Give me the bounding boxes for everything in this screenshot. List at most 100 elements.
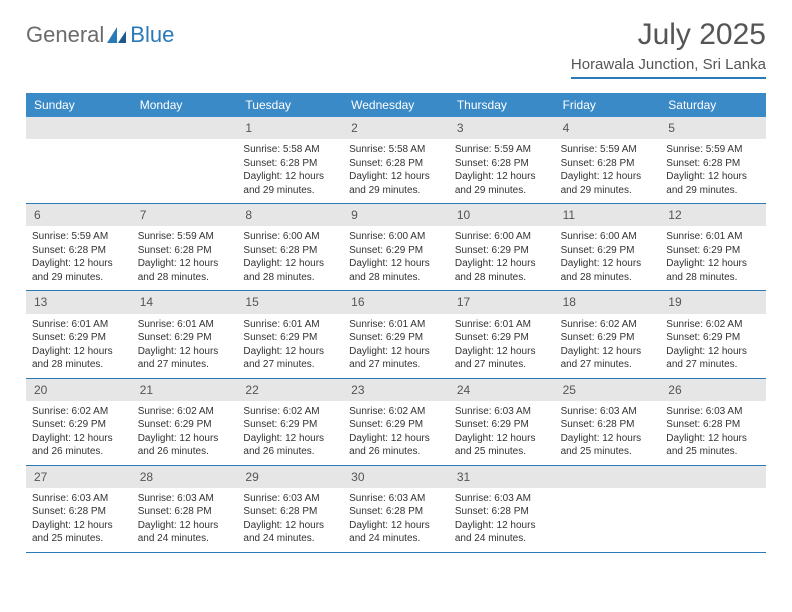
sunrise-line: Sunrise: 6:00 AM bbox=[561, 230, 655, 244]
sunrise-line: Sunrise: 5:59 AM bbox=[138, 230, 232, 244]
sunrise-line: Sunrise: 6:03 AM bbox=[349, 492, 443, 506]
calendar-header-row: SundayMondayTuesdayWednesdayThursdayFrid… bbox=[26, 93, 766, 117]
weekday-header: Wednesday bbox=[343, 93, 449, 117]
calendar-day-cell: 25Sunrise: 6:03 AMSunset: 6:28 PMDayligh… bbox=[555, 379, 661, 466]
sunset-line: Sunset: 6:29 PM bbox=[349, 244, 443, 258]
sunset-line: Sunset: 6:28 PM bbox=[32, 505, 126, 519]
calendar-day-cell: 6Sunrise: 5:59 AMSunset: 6:28 PMDaylight… bbox=[26, 204, 132, 291]
calendar-day-cell: 28Sunrise: 6:03 AMSunset: 6:28 PMDayligh… bbox=[132, 466, 238, 553]
calendar-day-cell: 31Sunrise: 6:03 AMSunset: 6:28 PMDayligh… bbox=[449, 466, 555, 553]
day-content: Sunrise: 6:00 AMSunset: 6:29 PMDaylight:… bbox=[449, 226, 555, 290]
day-content: Sunrise: 6:03 AMSunset: 6:28 PMDaylight:… bbox=[555, 401, 661, 465]
day-number: 26 bbox=[660, 379, 766, 401]
sunset-line: Sunset: 6:29 PM bbox=[32, 331, 126, 345]
day-number: 13 bbox=[26, 291, 132, 313]
daylight-line: Daylight: 12 hours and 27 minutes. bbox=[666, 345, 760, 372]
day-content: Sunrise: 6:03 AMSunset: 6:29 PMDaylight:… bbox=[449, 401, 555, 465]
sunrise-line: Sunrise: 6:00 AM bbox=[349, 230, 443, 244]
day-content: Sunrise: 6:03 AMSunset: 6:28 PMDaylight:… bbox=[26, 488, 132, 552]
day-number: 14 bbox=[132, 291, 238, 313]
day-content: Sunrise: 6:00 AMSunset: 6:29 PMDaylight:… bbox=[343, 226, 449, 290]
day-content: Sunrise: 6:03 AMSunset: 6:28 PMDaylight:… bbox=[237, 488, 343, 552]
calendar-day-cell: 9Sunrise: 6:00 AMSunset: 6:29 PMDaylight… bbox=[343, 204, 449, 291]
sunrise-line: Sunrise: 6:01 AM bbox=[243, 318, 337, 332]
sunrise-line: Sunrise: 6:00 AM bbox=[455, 230, 549, 244]
calendar-day-cell: 16Sunrise: 6:01 AMSunset: 6:29 PMDayligh… bbox=[343, 291, 449, 378]
brand-part2: Blue bbox=[130, 22, 174, 48]
sunset-line: Sunset: 6:28 PM bbox=[561, 157, 655, 171]
daylight-line: Daylight: 12 hours and 25 minutes. bbox=[561, 432, 655, 459]
sunset-line: Sunset: 6:28 PM bbox=[243, 505, 337, 519]
daylight-line: Daylight: 12 hours and 25 minutes. bbox=[32, 519, 126, 546]
day-number: 23 bbox=[343, 379, 449, 401]
sunrise-line: Sunrise: 5:59 AM bbox=[455, 143, 549, 157]
day-number: 22 bbox=[237, 379, 343, 401]
day-content: Sunrise: 5:59 AMSunset: 6:28 PMDaylight:… bbox=[660, 139, 766, 203]
day-number: 12 bbox=[660, 204, 766, 226]
day-number: 17 bbox=[449, 291, 555, 313]
daylight-line: Daylight: 12 hours and 28 minutes. bbox=[243, 257, 337, 284]
calendar-day-cell: 7Sunrise: 5:59 AMSunset: 6:28 PMDaylight… bbox=[132, 204, 238, 291]
daylight-line: Daylight: 12 hours and 29 minutes. bbox=[455, 170, 549, 197]
calendar-day-cell: 22Sunrise: 6:02 AMSunset: 6:29 PMDayligh… bbox=[237, 379, 343, 466]
sunset-line: Sunset: 6:29 PM bbox=[349, 331, 443, 345]
sunset-line: Sunset: 6:28 PM bbox=[243, 244, 337, 258]
sunset-line: Sunset: 6:28 PM bbox=[138, 505, 232, 519]
calendar-day-cell: 10Sunrise: 6:00 AMSunset: 6:29 PMDayligh… bbox=[449, 204, 555, 291]
calendar-day-cell: 20Sunrise: 6:02 AMSunset: 6:29 PMDayligh… bbox=[26, 379, 132, 466]
sunrise-line: Sunrise: 5:59 AM bbox=[561, 143, 655, 157]
weekday-header: Monday bbox=[132, 93, 238, 117]
sunrise-line: Sunrise: 5:58 AM bbox=[243, 143, 337, 157]
daylight-line: Daylight: 12 hours and 27 minutes. bbox=[138, 345, 232, 372]
daylight-line: Daylight: 12 hours and 26 minutes. bbox=[138, 432, 232, 459]
sunrise-line: Sunrise: 6:01 AM bbox=[138, 318, 232, 332]
daylight-line: Daylight: 12 hours and 24 minutes. bbox=[349, 519, 443, 546]
weekday-header: Saturday bbox=[660, 93, 766, 117]
daylight-line: Daylight: 12 hours and 28 minutes. bbox=[349, 257, 443, 284]
daylight-line: Daylight: 12 hours and 25 minutes. bbox=[666, 432, 760, 459]
day-number: 31 bbox=[449, 466, 555, 488]
day-number: 1 bbox=[237, 117, 343, 139]
day-content: Sunrise: 6:02 AMSunset: 6:29 PMDaylight:… bbox=[343, 401, 449, 465]
sunset-line: Sunset: 6:29 PM bbox=[138, 331, 232, 345]
sunrise-line: Sunrise: 6:03 AM bbox=[138, 492, 232, 506]
sunrise-line: Sunrise: 6:03 AM bbox=[455, 492, 549, 506]
calendar-day-cell: 1Sunrise: 5:58 AMSunset: 6:28 PMDaylight… bbox=[237, 117, 343, 204]
calendar-body: 1Sunrise: 5:58 AMSunset: 6:28 PMDaylight… bbox=[26, 117, 766, 553]
day-content: Sunrise: 5:59 AMSunset: 6:28 PMDaylight:… bbox=[449, 139, 555, 203]
sunrise-line: Sunrise: 6:02 AM bbox=[349, 405, 443, 419]
calendar: SundayMondayTuesdayWednesdayThursdayFrid… bbox=[26, 93, 766, 553]
day-number: 5 bbox=[660, 117, 766, 139]
daylight-line: Daylight: 12 hours and 29 minutes. bbox=[243, 170, 337, 197]
day-number: 11 bbox=[555, 204, 661, 226]
day-number: 9 bbox=[343, 204, 449, 226]
day-content: Sunrise: 6:01 AMSunset: 6:29 PMDaylight:… bbox=[449, 314, 555, 378]
daylight-line: Daylight: 12 hours and 29 minutes. bbox=[666, 170, 760, 197]
day-content: Sunrise: 6:03 AMSunset: 6:28 PMDaylight:… bbox=[343, 488, 449, 552]
day-number: 18 bbox=[555, 291, 661, 313]
daylight-line: Daylight: 12 hours and 28 minutes. bbox=[32, 345, 126, 372]
day-number: 7 bbox=[132, 204, 238, 226]
calendar-day-cell: 29Sunrise: 6:03 AMSunset: 6:28 PMDayligh… bbox=[237, 466, 343, 553]
sunset-line: Sunset: 6:28 PM bbox=[349, 157, 443, 171]
sunset-line: Sunset: 6:29 PM bbox=[666, 244, 760, 258]
sunrise-line: Sunrise: 6:01 AM bbox=[455, 318, 549, 332]
calendar-empty-cell bbox=[660, 466, 766, 553]
day-number: 21 bbox=[132, 379, 238, 401]
daylight-line: Daylight: 12 hours and 24 minutes. bbox=[455, 519, 549, 546]
calendar-day-cell: 23Sunrise: 6:02 AMSunset: 6:29 PMDayligh… bbox=[343, 379, 449, 466]
daylight-line: Daylight: 12 hours and 24 minutes. bbox=[138, 519, 232, 546]
calendar-day-cell: 26Sunrise: 6:03 AMSunset: 6:28 PMDayligh… bbox=[660, 379, 766, 466]
day-content: Sunrise: 6:02 AMSunset: 6:29 PMDaylight:… bbox=[660, 314, 766, 378]
day-number: 29 bbox=[237, 466, 343, 488]
sunrise-line: Sunrise: 5:58 AM bbox=[349, 143, 443, 157]
header: General Blue July 2025 Horawala Junction… bbox=[26, 18, 766, 79]
sunset-line: Sunset: 6:29 PM bbox=[455, 331, 549, 345]
day-number: 30 bbox=[343, 466, 449, 488]
day-content: Sunrise: 5:59 AMSunset: 6:28 PMDaylight:… bbox=[555, 139, 661, 203]
weekday-header: Sunday bbox=[26, 93, 132, 117]
calendar-day-cell: 27Sunrise: 6:03 AMSunset: 6:28 PMDayligh… bbox=[26, 466, 132, 553]
weekday-header: Thursday bbox=[449, 93, 555, 117]
calendar-empty-cell bbox=[26, 117, 132, 204]
daylight-line: Daylight: 12 hours and 27 minutes. bbox=[455, 345, 549, 372]
